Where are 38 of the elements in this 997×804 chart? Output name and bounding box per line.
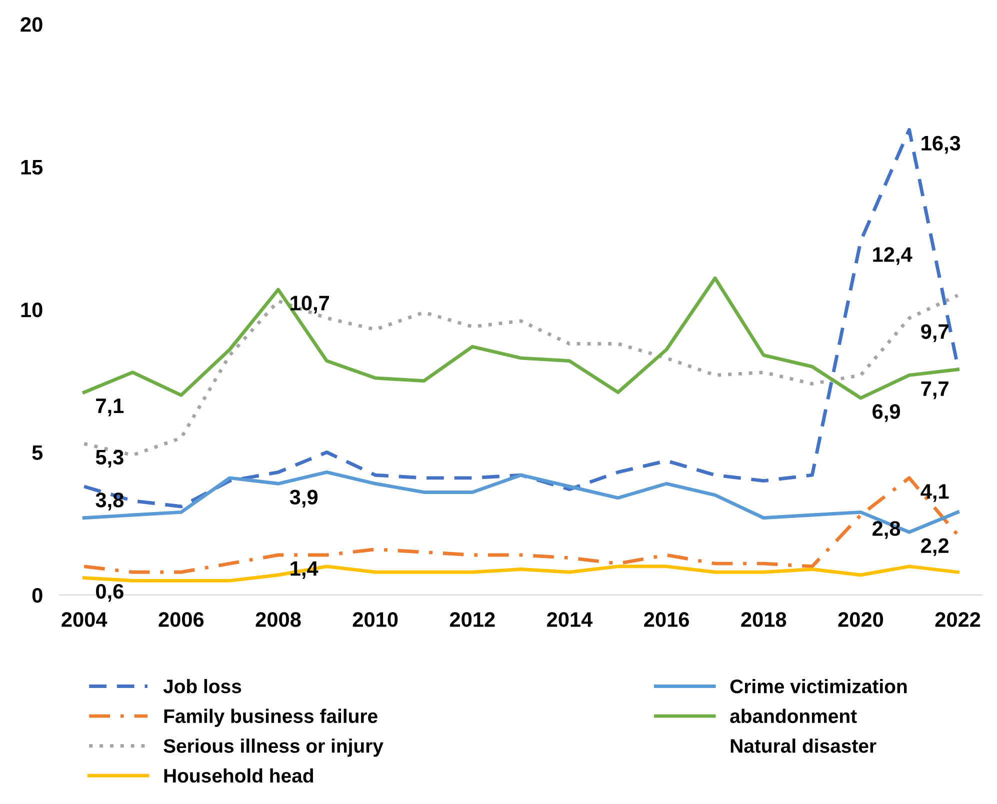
legend-label: Serious illness or injury: [164, 738, 384, 757]
x-tick-label: 2022: [935, 612, 980, 627]
x-tick-label: 2016: [644, 612, 689, 627]
legend-label: abandonment: [730, 708, 857, 724]
data-label: 2,8: [872, 521, 900, 539]
data-label: 7,1: [96, 398, 124, 416]
legend-label: Household head: [164, 768, 313, 783]
x-tick-label: 2020: [838, 612, 884, 627]
x-tick-label: 2014: [547, 612, 593, 627]
x-tick-label: 2008: [256, 612, 301, 627]
data-label: 3,8: [96, 492, 124, 510]
text: Natural disaster: [730, 738, 876, 753]
data-label: 0,6: [96, 584, 124, 602]
data-label: 7,7: [921, 382, 948, 400]
data-label: 12,4: [873, 247, 912, 265]
legend-label: Crime victimization: [730, 678, 907, 694]
data-label: 2,2: [921, 538, 948, 556]
line-series: [82, 276, 960, 400]
line-series: [82, 128, 960, 508]
x-tick-label: 2010: [352, 612, 398, 627]
data-label: 6,9: [872, 404, 900, 422]
y-tick-label: 20: [20, 17, 42, 32]
data-label: 5,3: [96, 450, 124, 468]
data-label: 16,3: [922, 136, 960, 154]
data-label: 3,9: [290, 490, 318, 508]
data-label: 10,7: [290, 296, 329, 314]
data-label: 4,1: [920, 484, 949, 502]
y-tick-label: 5: [32, 445, 43, 460]
y-tick-label: 15: [21, 160, 43, 175]
legend-label: Family business failure: [164, 708, 378, 727]
x-tick-label: 2006: [158, 612, 204, 627]
x-tick-label: 2012: [450, 612, 495, 627]
legend-label: Job loss: [163, 678, 242, 694]
y-tick-label: 10: [21, 302, 42, 318]
x-tick-label: 2018: [741, 612, 786, 627]
x-tick-label: 2004: [62, 612, 108, 627]
y-tick-label: 0: [32, 588, 42, 603]
data-label: 9,7: [921, 324, 948, 342]
